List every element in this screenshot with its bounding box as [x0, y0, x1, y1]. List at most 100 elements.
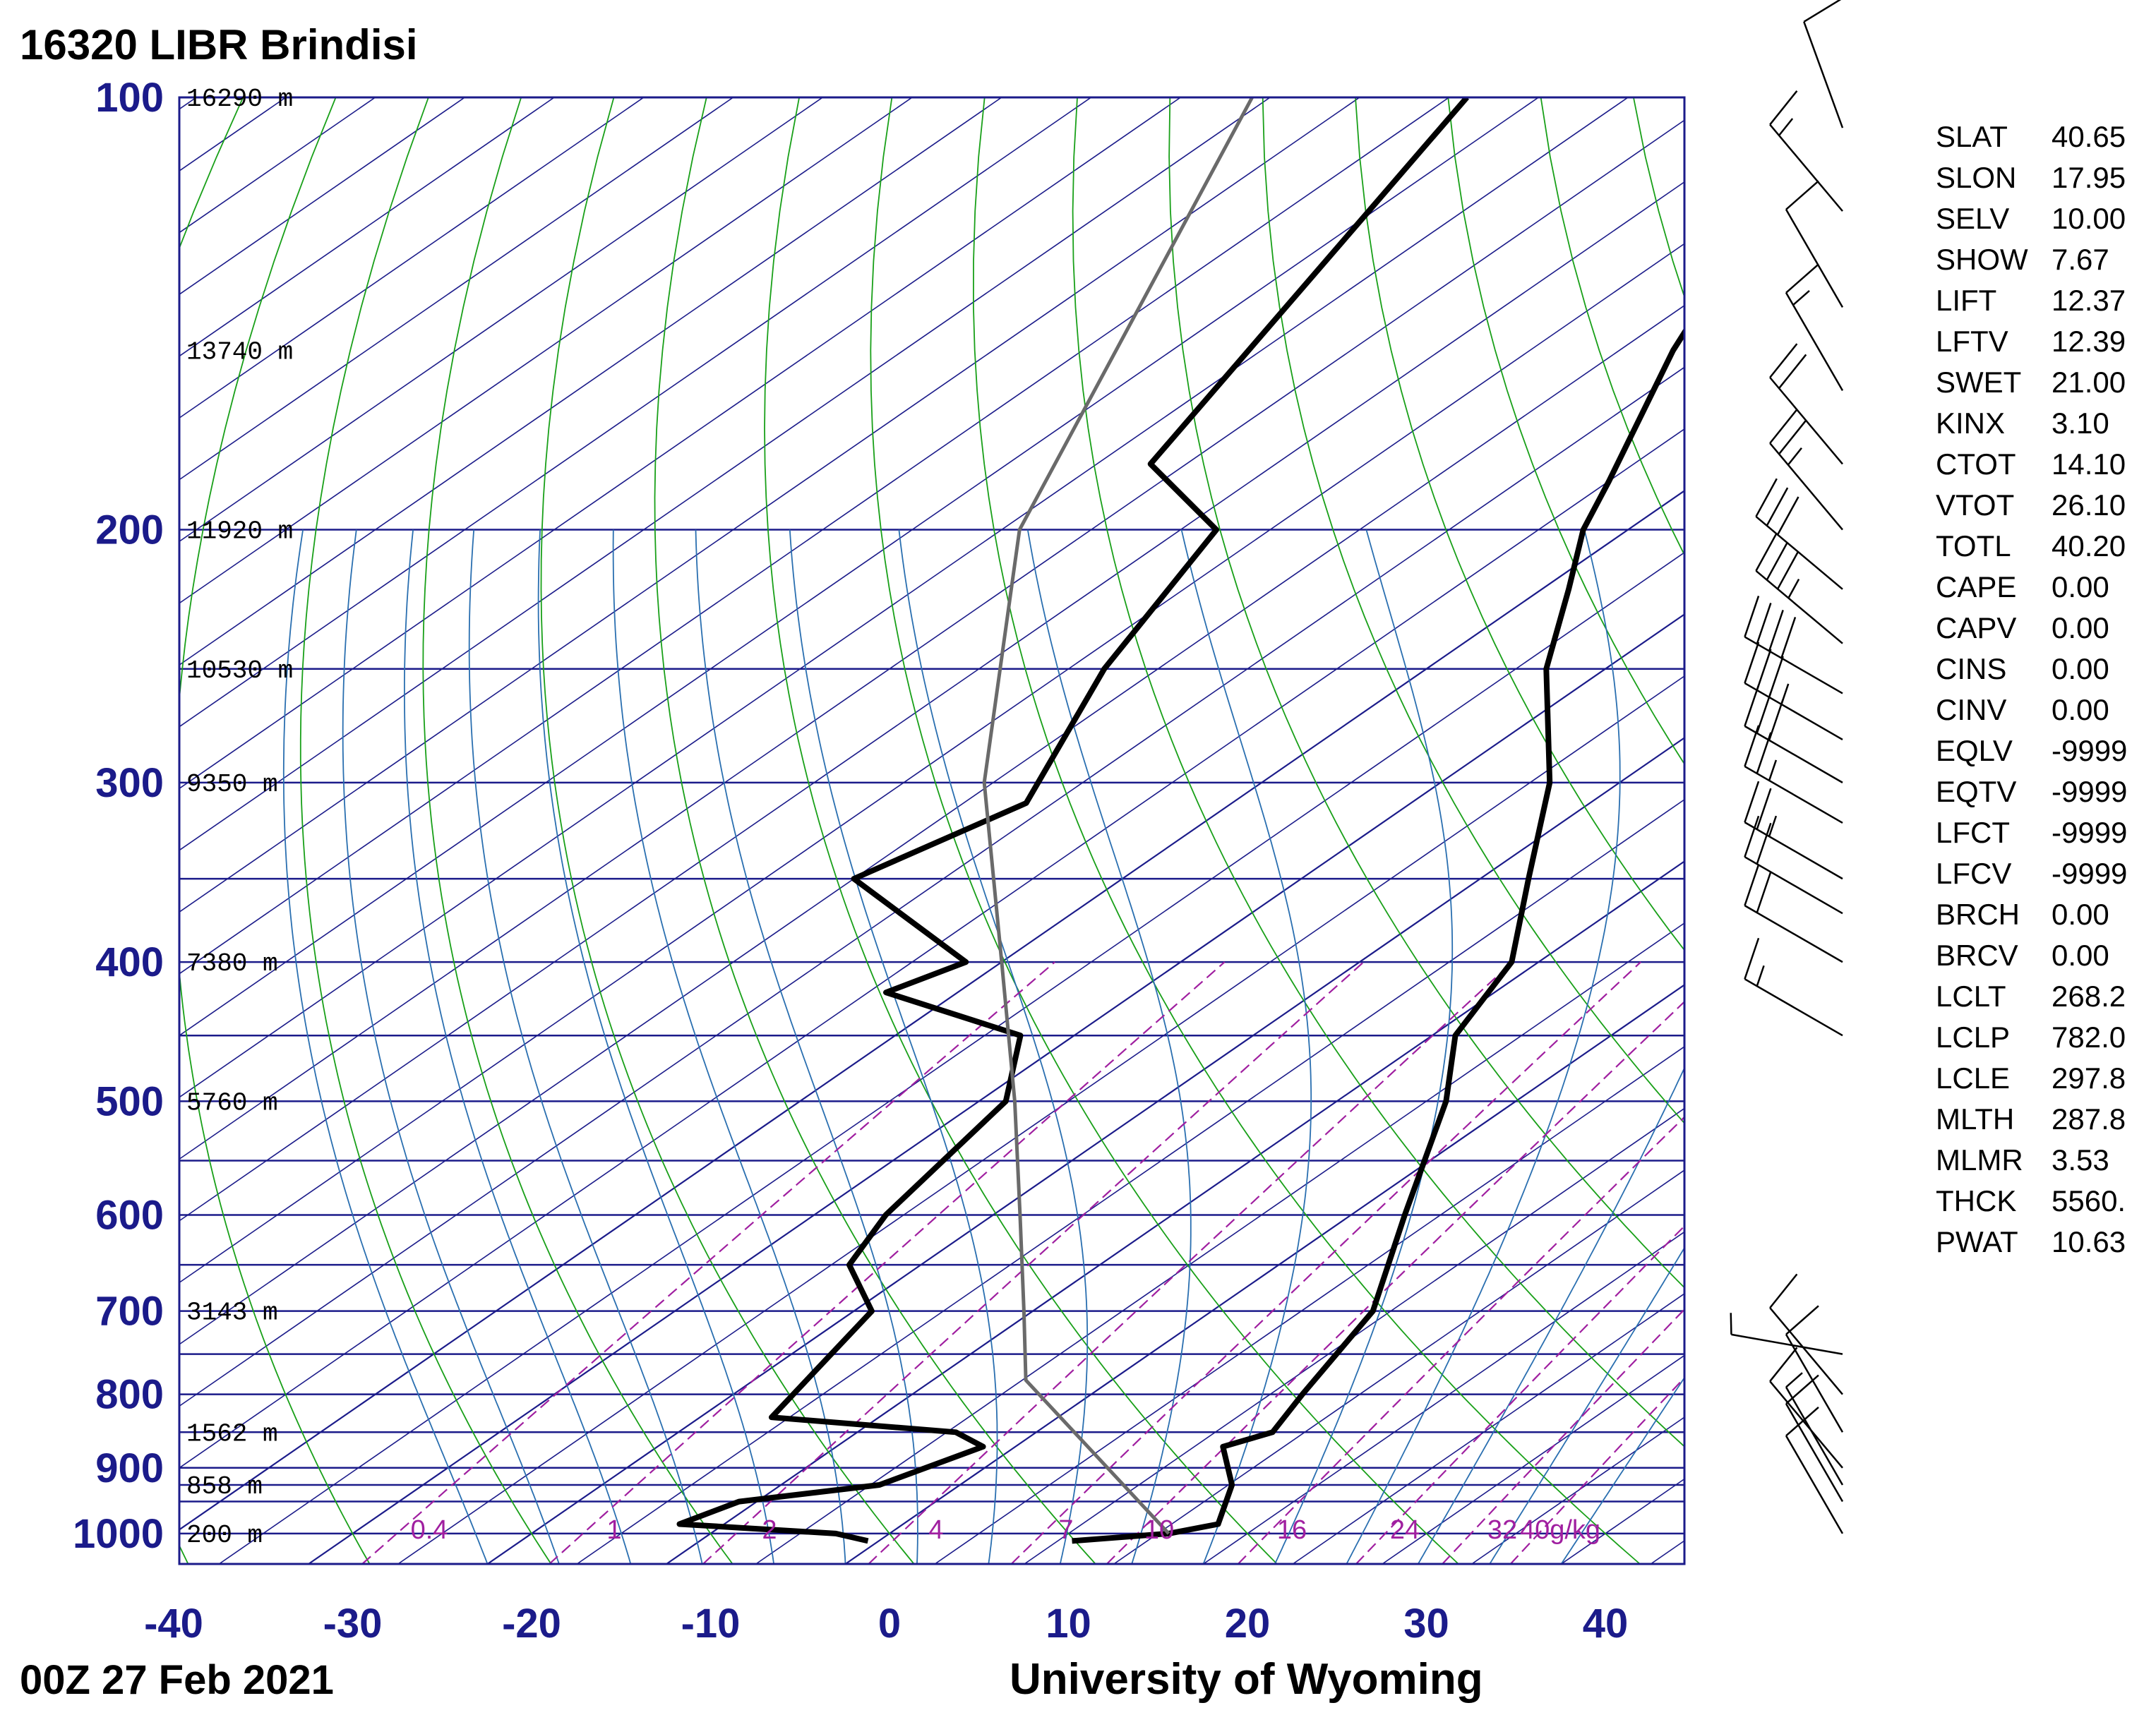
isotherm-line: [844, 984, 1684, 1564]
isotherm-line: [179, 97, 465, 296]
pressure-tick-label: 700: [95, 1289, 164, 1335]
wind-barb: [1785, 1305, 1844, 1433]
isotherm-line: [576, 798, 1684, 1564]
isotherm-line: [179, 428, 1684, 1469]
pressure-tick-label: 600: [95, 1192, 164, 1238]
height-label: 11920 m: [186, 517, 293, 546]
isotherm-line: [179, 97, 1629, 1098]
height-label: 13740 m: [186, 337, 293, 366]
dry-adiabat-line: [1168, 97, 1684, 1289]
mixing-ratio-label: 7: [1058, 1515, 1073, 1545]
pressure-tick-label: 1000: [73, 1511, 164, 1557]
index-value: 12.39: [2052, 325, 2126, 358]
temperature-tick-label: -40: [144, 1601, 203, 1647]
isotherm-line: [486, 737, 1684, 1564]
wind-barb: [1744, 596, 1843, 694]
moist-adiabat-line: [1026, 529, 1192, 1564]
index-value: 297.8: [2052, 1061, 2126, 1095]
index-value: 0.00: [2052, 570, 2109, 603]
index-value: -9999: [2052, 734, 2127, 767]
mixing-ratio-line: [1442, 1308, 1684, 1564]
pressure-tick-label: 300: [95, 760, 164, 806]
mixing-ratio-label: 4: [928, 1515, 943, 1545]
index-name: MLTH: [1936, 1102, 2014, 1136]
temperature-profile-line: [1072, 327, 1684, 1544]
dry-adiabat-line: [179, 97, 371, 1564]
index-name: TOTL: [1936, 529, 2011, 562]
dry-adiabat-line: [654, 97, 1096, 1564]
wind-barb: [1785, 1374, 1844, 1503]
dry-adiabat-line: [1262, 97, 1684, 1124]
index-name: LCLT: [1936, 980, 2006, 1013]
dry-adiabat-line: [870, 97, 1459, 1564]
index-name: CINS: [1936, 652, 2006, 685]
temperature-tick-label: -20: [502, 1601, 561, 1647]
wind-barbs: [1730, 0, 1844, 1534]
plot-frame: [178, 96, 1686, 1565]
index-name: KINX: [1936, 407, 2005, 440]
moist-adiabat-line: [898, 529, 1089, 1564]
dry-adiabat-line: [422, 97, 733, 1564]
dry-adiabat-line: [764, 97, 1278, 1564]
mixing-ratio-line: [1106, 1000, 1684, 1564]
height-label: 16290 m: [186, 85, 293, 114]
wind-barb: [1785, 263, 1844, 391]
isotherm-line: [179, 181, 1684, 1222]
index-name: PWAT: [1936, 1225, 2018, 1258]
isotherm-line: [1203, 1231, 1684, 1564]
wind-barb: [1785, 1372, 1844, 1486]
moist-adiabat-line: [342, 529, 560, 1564]
index-value: 0.00: [2052, 652, 2109, 685]
isotherm-lines: [0, 97, 1684, 1564]
index-name: SLAT: [1936, 120, 2008, 153]
height-labels: 16290 m 13740 m 11920 m 10530 m 9350 m 7380 m…: [186, 85, 293, 1550]
index-value: 0.00: [2052, 939, 2109, 972]
index-value: -9999: [2052, 775, 2127, 808]
moist-adiabat-line: [1180, 529, 1312, 1564]
isotherm-line: [218, 551, 1684, 1564]
height-label: 5760 m: [186, 1088, 278, 1117]
mixing-ratio-line: [361, 961, 1055, 1564]
height-label: 1562 m: [186, 1419, 278, 1448]
isotherm-line: [179, 119, 1684, 1160]
dry-adiabat-line: [179, 97, 244, 1564]
wind-barb: [1769, 90, 1843, 212]
isotherm-line: [179, 97, 1002, 666]
index-name: CAPV: [1936, 611, 2016, 644]
pressure-tick-label: 500: [95, 1078, 164, 1124]
moist-adiabat-line: [612, 529, 846, 1564]
isotherm-line: [397, 675, 1684, 1564]
isotherm-line: [0, 97, 107, 1564]
pressure-tick-label: 900: [95, 1445, 164, 1491]
isotherm-line: [179, 97, 823, 543]
isotherm-line: [179, 97, 734, 481]
height-label: 200 m: [186, 1521, 263, 1550]
height-label: 3143 m: [186, 1299, 278, 1328]
isotherm-line: [179, 97, 645, 419]
index-name: SHOW: [1936, 243, 2028, 276]
index-value: 0.00: [2052, 898, 2109, 931]
source-credit: University of Wyoming: [1010, 1655, 1483, 1704]
moist-adiabat-lines: [282, 529, 1684, 1564]
index-name: SWET: [1936, 366, 2021, 399]
mixing-ratio-label: 10: [1144, 1515, 1174, 1545]
mixing-ratio-line: [1010, 961, 1641, 1564]
observation-time: 00Z 27 Feb 2021: [20, 1657, 334, 1703]
isotherm-line: [308, 613, 1684, 1564]
dry-adiabat-line: [1072, 97, 1684, 1448]
mixing-ratio-line: [702, 961, 1365, 1564]
moist-adiabat-line: [695, 529, 918, 1564]
index-name: EQTV: [1936, 775, 2016, 808]
moist-adiabat-line: [1489, 1246, 1684, 1564]
pressure-tick-label: 200: [95, 507, 164, 553]
height-label: 7380 m: [186, 949, 278, 978]
index-name: EQLV: [1936, 734, 2013, 767]
moist-adiabat-line: [282, 529, 489, 1564]
isotherm-line: [179, 97, 913, 604]
wind-barb: [1744, 864, 1843, 963]
isotherm-line: [179, 97, 1271, 851]
mixing-ratio-label: 32: [1487, 1515, 1517, 1545]
dry-adiabat-line: [540, 97, 915, 1564]
mixing-ratio-label: 24: [1390, 1515, 1420, 1545]
